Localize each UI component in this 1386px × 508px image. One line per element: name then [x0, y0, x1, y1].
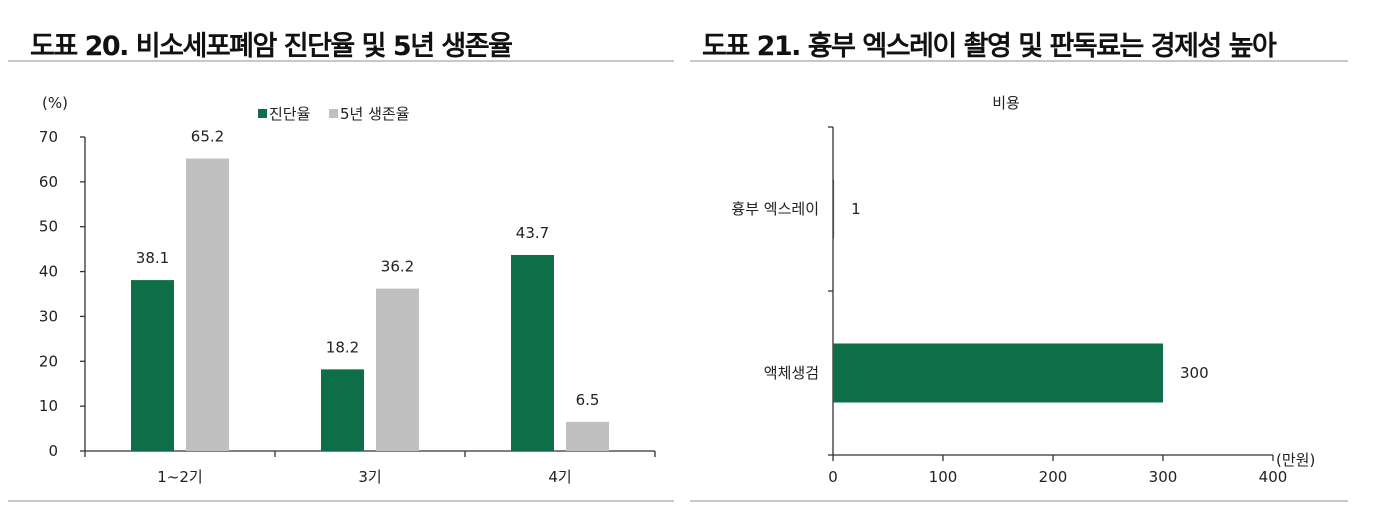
- divider: [8, 60, 674, 62]
- bar-survival: [566, 421, 609, 451]
- legend-label: 진단율: [269, 105, 310, 123]
- chart-panel-left: 도표 20. 비소세포폐암 진단율 및 5년 생존율 0 10 20 30 40 50 60…: [0, 0, 680, 508]
- divider: [690, 500, 1348, 502]
- bar-diagnosis: [321, 369, 364, 451]
- chart-title: 도표 21. 흉부 엑스레이 촬영 및 판독료는 경제성 높아: [702, 31, 1277, 62]
- bar-chart: 0 10 20 30 40 50 60 70 (%) 1~2기 38.1 65.2 3기 18.2 36.2…: [39, 94, 656, 486]
- bar-diagnosis: [131, 280, 174, 451]
- chart-panel-right: 도표 21. 흉부 엑스레이 촬영 및 판독료는 경제성 높아 비용 0 100 20…: [690, 0, 1386, 508]
- divider: [8, 500, 674, 502]
- legend-label: 비용: [992, 94, 1020, 112]
- data-label: 6.5: [576, 391, 600, 409]
- bar-diagnosis: [511, 254, 554, 451]
- y-tick-label: 20: [39, 352, 58, 370]
- legend-swatch: [258, 109, 267, 118]
- legend-swatch: [329, 109, 338, 118]
- y-tick-label: 50: [39, 218, 58, 236]
- bar: [833, 179, 835, 239]
- data-label: 43.7: [516, 224, 549, 242]
- x-tick-label: 100: [929, 468, 958, 486]
- chart-title: 도표 20. 비소세포폐암 진단율 및 5년 생존율: [30, 31, 513, 62]
- category-label: 액체생검: [764, 364, 819, 382]
- data-label: 1: [851, 200, 861, 218]
- y-tick-label: 10: [39, 397, 58, 415]
- bar-survival: [186, 158, 229, 451]
- x-tick-label: 400: [1259, 468, 1288, 486]
- horizontal-bar-chart: 비용 0 100 200 300 400(만원) 흉부 엑스레이 1 액체생검 300: [731, 94, 1315, 486]
- divider: [690, 60, 1348, 62]
- x-tick-label: 1~2기: [157, 468, 202, 486]
- data-label: 18.2: [326, 338, 359, 356]
- x-tick-label: 3기: [358, 468, 381, 486]
- data-label: 300: [1180, 364, 1209, 382]
- category-label: 흉부 엑스레이: [731, 200, 819, 218]
- bar-survival: [376, 288, 419, 451]
- x-tick-label: 0: [828, 468, 838, 486]
- data-label: 65.2: [191, 128, 224, 146]
- x-axis-unit: (만원): [1276, 451, 1315, 469]
- data-label: 38.1: [136, 249, 169, 267]
- bar: [833, 343, 1163, 403]
- y-axis-label: (%): [42, 94, 68, 112]
- data-label: 36.2: [381, 258, 414, 276]
- y-tick-label: 60: [39, 173, 58, 191]
- y-tick-label: 70: [39, 128, 58, 146]
- x-tick-label: 4기: [548, 468, 571, 486]
- y-tick-label: 30: [39, 307, 58, 325]
- x-tick-label: 200: [1039, 468, 1068, 486]
- y-tick-label: 40: [39, 263, 58, 281]
- y-tick-label: 0: [48, 442, 58, 460]
- x-tick-label: 300: [1149, 468, 1178, 486]
- legend-label: 5년 생존율: [340, 105, 410, 123]
